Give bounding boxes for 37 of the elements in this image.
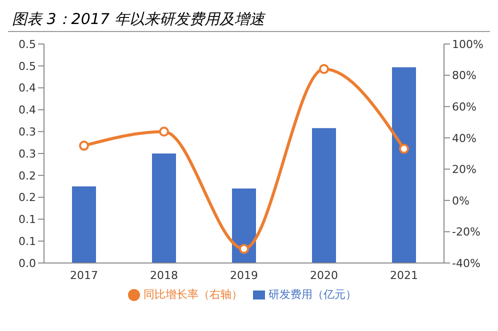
bar [152, 154, 176, 263]
y-tick-label: 0.3 [18, 147, 36, 160]
y-tick-label: 0.5 [18, 38, 36, 51]
bar [232, 188, 256, 263]
legend-label: 研发费用（亿元） [268, 288, 356, 301]
point [239, 244, 249, 254]
y2-tick-label: 20% [452, 163, 476, 176]
point [319, 64, 329, 74]
bar [312, 128, 336, 263]
y-tick-label: 0.4 [18, 104, 36, 117]
y2-tick-label: 100% [452, 38, 484, 51]
point [399, 144, 409, 154]
y-tick-label: 0.0 [18, 256, 36, 270]
x-tick-label: 2021 [390, 268, 418, 282]
x-tick-label: 2018 [150, 268, 178, 282]
y-tick-label: 0.3 [18, 126, 36, 139]
bar [72, 186, 96, 263]
x-tick-label: 2019 [230, 268, 258, 282]
bar [392, 67, 416, 263]
y2-tick-label: 0% [452, 194, 470, 208]
x-tick-label: 2020 [310, 268, 338, 282]
chart-title: 图表 3：2017 年以来研发费用及增速 [8, 8, 490, 32]
y-tick-label: 0.5 [18, 60, 36, 73]
x-tick-label: 2017 [70, 268, 98, 282]
y-tick-label: 0.2 [18, 191, 36, 204]
y-tick-label: 0.4 [18, 82, 36, 95]
y-tick-label: 0.1 [18, 213, 36, 226]
y2-tick-label: 80% [452, 69, 476, 82]
y2-tick-label: 60% [452, 100, 476, 114]
point [79, 140, 89, 151]
legend-label: 同比增长率（右轴） [144, 288, 242, 301]
y2-tick-label: -40% [452, 256, 480, 270]
y2-tick-label: -20% [452, 226, 480, 239]
y-tick-label: 0.1 [18, 235, 36, 248]
y-tick-label: 0.2 [18, 169, 36, 182]
y2-tick-label: 40% [452, 132, 476, 145]
point [159, 126, 169, 137]
